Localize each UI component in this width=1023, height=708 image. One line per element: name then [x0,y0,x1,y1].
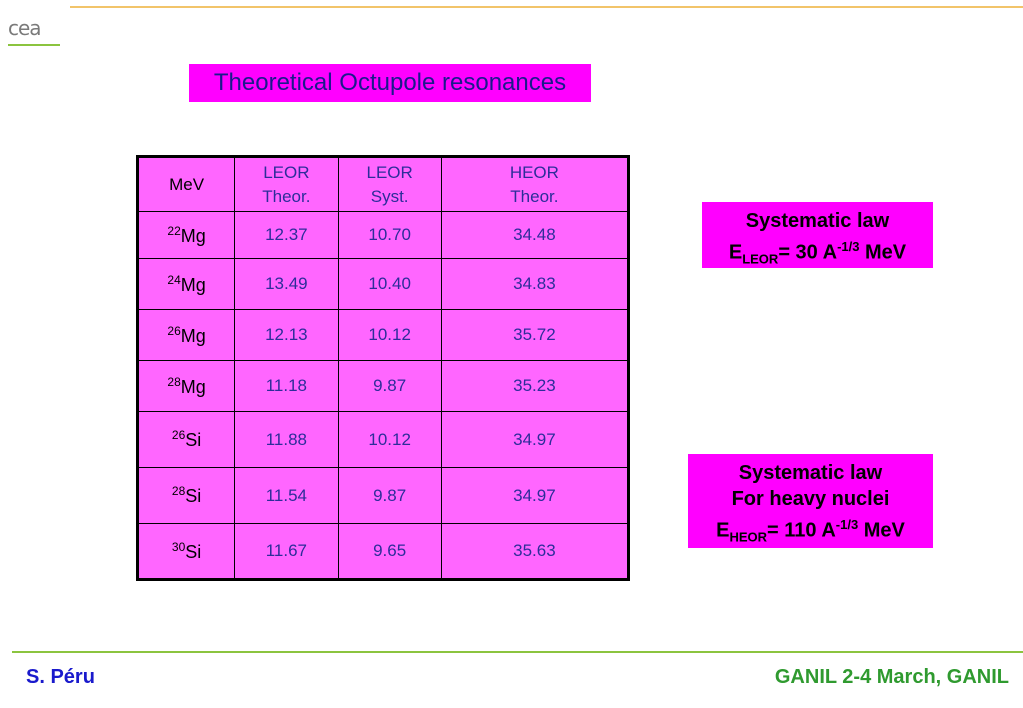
leor-theor-cell: 12.13 [234,309,339,361]
heor-theor-cell: 35.23 [440,360,630,412]
table-row: 30Si 11.67 9.65 35.63 [136,523,630,580]
heor-law-formula: EHEOR= 110 A-1/3 MeV [716,517,905,545]
top-divider [70,6,1023,8]
resonance-table: MeV LEOR Theor. LEOR Syst. HEOR Theor. 2… [136,155,630,581]
table-row: 28Mg 11.18 9.87 35.23 [136,360,630,412]
leor-theor-cell: 11.67 [234,523,339,580]
nucleus-cell: 24Mg [136,258,236,310]
heor-theor-cell: 34.97 [440,411,630,468]
table-row: 26Mg 12.13 10.12 35.72 [136,309,630,361]
leor-systematic-law-box: Systematic law ELEOR= 30 A-1/3 MeV [702,202,933,268]
leor-syst-cell: 10.12 [337,309,442,361]
leor-theor-cell: 11.18 [234,360,339,412]
leor-syst-cell: 10.70 [337,211,442,259]
leor-theor-cell: 13.49 [234,258,339,310]
heor-theor-cell: 34.83 [440,258,630,310]
footer-event: GANIL 2-4 March, GANIL [774,666,1009,688]
heor-theor-cell: 35.63 [440,523,630,580]
slide-title: Theoretical Octupole resonances [189,64,591,102]
leor-syst-cell: 9.87 [337,467,442,524]
leor-syst-cell: 10.12 [337,411,442,468]
leor-law-formula: ELEOR= 30 A-1/3 MeV [728,239,907,267]
table-header-row: MeV LEOR Theor. LEOR Syst. HEOR Theor. [136,156,630,212]
table-row: 28Si 11.54 9.87 34.97 [136,467,630,524]
nucleus-cell: 28Mg [136,360,236,412]
leor-law-title: Systematic law [745,210,890,232]
leor-syst-cell: 10.40 [337,258,442,310]
heor-theor-cell: 35.72 [440,309,630,361]
heor-law-title: Systematic law [738,462,883,484]
cea-logo: cea [8,14,60,48]
footer-author: S. Péru [26,666,95,688]
cea-logo-text: cea [8,16,42,40]
leor-theor-cell: 11.54 [234,467,339,524]
leor-theor-cell: 12.37 [234,211,339,259]
nucleus-cell: 28Si [136,467,236,524]
heor-systematic-law-box: Systematic law For heavy nuclei EHEOR= 1… [688,454,933,548]
heor-theor-cell: 34.48 [440,211,630,259]
header-leor-syst: LEOR Syst. [337,156,442,212]
nucleus-cell: 30Si [136,523,236,580]
leor-syst-cell: 9.65 [337,523,442,580]
logo-underline [8,44,60,46]
nucleus-cell: 26Si [136,411,236,468]
leor-theor-cell: 11.88 [234,411,339,468]
header-leor-theor: LEOR Theor. [234,156,339,212]
table-row: 26Si 11.88 10.12 34.97 [136,411,630,468]
header-unit: MeV [136,156,236,212]
bottom-divider [12,651,1023,653]
table-row: 22Mg 12.37 10.70 34.48 [136,211,630,259]
table-row: 24Mg 13.49 10.40 34.83 [136,258,630,310]
header-heor-theor: HEOR Theor. [440,156,630,212]
heor-law-subtitle: For heavy nuclei [731,488,890,510]
leor-syst-cell: 9.87 [337,360,442,412]
nucleus-cell: 22Mg [136,211,236,259]
heor-theor-cell: 34.97 [440,467,630,524]
nucleus-cell: 26Mg [136,309,236,361]
